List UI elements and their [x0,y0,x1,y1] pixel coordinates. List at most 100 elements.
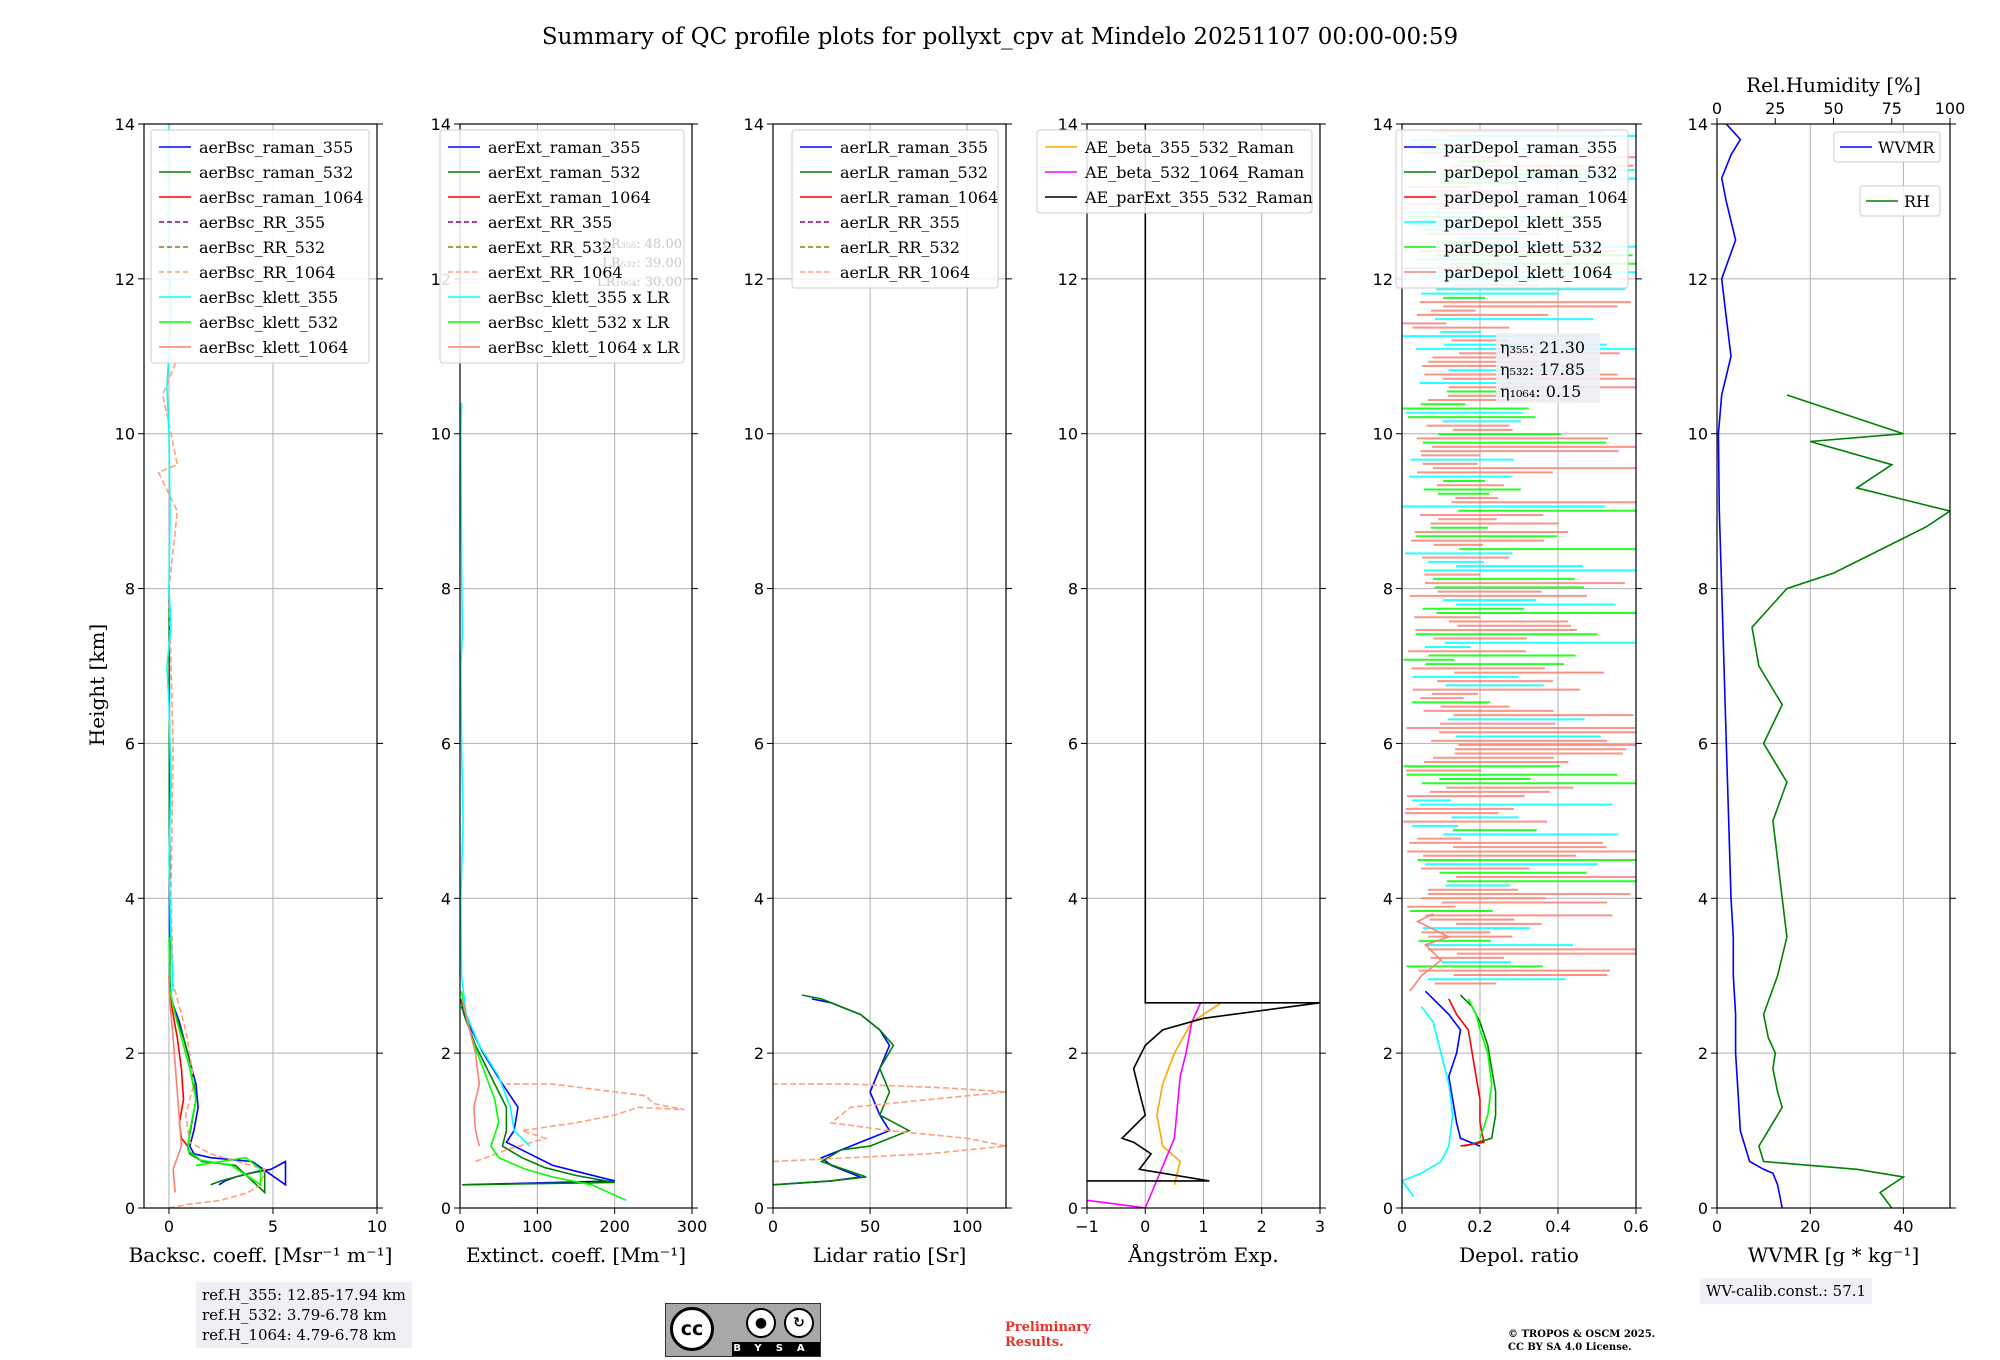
legend-label: aerLR_raman_532 [840,163,988,182]
series-extinction-5 [475,1083,685,1163]
panel-lidar-ratio: 0 2 4 6 8 10 12 14 0 50 100 Lidar ratio [Sr] aerLR_r… [744,115,1012,1267]
plot-frame [459,123,693,1209]
series-group [157,124,287,1208]
legend-frame [150,129,370,364]
legend-frame [1036,129,1313,214]
copyright-line-1: © TROPOS & OSCM 2025. [1508,1329,1656,1340]
series-depolarization-2 [1448,998,1485,1147]
series-group [773,994,1006,1186]
legend-frame [791,129,999,289]
ref-height-1064: ref.H_1064: 4.79-6.78 km [202,1326,397,1344]
y-tick-label: 2 [125,1044,135,1063]
legend-label: aerExt_raman_1064 [488,188,651,207]
legend-label: aerBsc_RR_355 [199,213,325,232]
eta-annotation: η₃₅₅: 21.30 [1500,338,1585,357]
figure-title: Summary of QC profile plots for pollyxt_… [542,24,1458,50]
y-tick-label: 14 [1688,115,1708,134]
legend-frame [1859,185,1941,217]
x-axis-label: Extinct. coeff. [Mm⁻¹] [466,1243,686,1267]
person-icon: ● [746,1308,776,1338]
series-angstrom-0 [1156,1002,1222,1185]
y-tick-label: 10 [1058,425,1078,444]
x-tick-label: 2 [1257,1217,1267,1236]
y-tick-label: 14 [1058,115,1078,134]
y-tick-label: 14 [744,115,764,134]
x-tick-label: 50 [860,1217,880,1236]
x-axis-label: Backsc. coeff. [Msr⁻¹ m⁻¹] [129,1243,393,1267]
legend: WVMR RH [1833,131,1941,217]
preliminary-line-1: Preliminary [1005,1320,1091,1335]
top-x-tick-label: 50 [1823,99,1843,118]
y-tick-label: 6 [125,734,135,753]
top-x-tick-label: 0 [1712,99,1722,118]
y-tick-label: 4 [1698,889,1708,908]
y-tick-label: 6 [1698,734,1708,753]
series-backscatter-7 [168,936,262,1187]
y-tick-label: 4 [1068,889,1078,908]
x-tick-label: 1 [1198,1217,1208,1236]
top-x-tick-label: 25 [1765,99,1785,118]
panel-backscatter: 0 2 4 6 8 10 12 14 0 5 10 Backsc. coeff. [Msr⁻¹ m⁻¹… [115,115,393,1267]
legend-frame [1833,131,1941,163]
legend-frame [1395,129,1629,289]
x-tick-label: 0.4 [1545,1217,1570,1236]
y-tick-label: 10 [115,425,135,444]
plot-frame [1401,123,1637,1209]
x-tick-label: 5 [268,1217,278,1236]
y-tick-label: 2 [1698,1044,1708,1063]
series-extinction-8 [461,998,481,1147]
y-tick-label: 8 [754,580,764,599]
y-tick-label: 0 [125,1199,135,1218]
legend-label: aerLR_raman_1064 [840,188,998,207]
legend: aerExt_raman_355 aerExt_raman_532 aerExt_r… [439,129,685,364]
ref-height-355: ref.H_355: 12.85-17.94 km [202,1286,406,1304]
legend-label: parDepol_raman_355 [1444,138,1617,157]
series-extinction-1 [460,998,615,1186]
y-tick-label: 0 [1383,1199,1393,1218]
series-depolarization-4 [1467,998,1493,1139]
x-tick-label: 0.6 [1623,1217,1648,1236]
legend-label: aerExt_raman_355 [488,138,641,157]
wv-calibration-box: WV-calib.const.: 57.1 [1700,1278,1873,1304]
wv-calibration-constant: WV-calib.const.: 57.1 [1706,1282,1867,1300]
y-tick-label: 2 [1068,1044,1078,1063]
legend-label: AE_beta_355_532_Raman [1084,138,1294,157]
legend: aerLR_raman_355 aerLR_raman_532 aerLR_rama… [791,129,999,289]
y-tick-label: 10 [1688,425,1708,444]
x-tick-label: 10 [367,1217,387,1236]
legend-label: parDepol_raman_532 [1444,163,1617,182]
plot-frame [1716,123,1951,1209]
x-tick-label: −1 [1075,1217,1099,1236]
plot-frame [143,123,378,1209]
y-tick-label: 6 [754,734,764,753]
series-angstrom-2 [1087,124,1320,1182]
series-lidar-ratio-1 [773,994,911,1186]
y-tick-label: 2 [1383,1044,1393,1063]
x-tick-label: 0.2 [1467,1217,1492,1236]
license-label: BYSA [732,1342,820,1356]
y-tick-label: 0 [1698,1199,1708,1218]
plot-frame [772,123,1007,1209]
y-tick-label: 12 [744,270,764,289]
series-group [1717,124,1950,1208]
series-water-vapor-1 [1751,394,1950,1208]
x-tick-label: 0 [1140,1217,1150,1236]
x-tick-label: 300 [677,1217,708,1236]
x-tick-label: 100 [522,1217,553,1236]
series-group [460,402,685,1202]
legend-label: aerExt_RR_532 [488,238,612,257]
legend-label: AE_parExt_355_532_Raman [1084,188,1313,207]
legend-label: aerBsc_klett_1064 [199,338,348,357]
x-tick-label: 0 [455,1217,465,1236]
series-lidar-ratio-5 [773,1083,1006,1163]
annotation-box [1496,333,1600,403]
legend-frame [439,129,685,364]
legend-label: aerBsc_raman_355 [199,138,353,157]
top-x-tick-label: 75 [1882,99,1902,118]
series-backscatter-8 [168,991,183,1193]
x-axis-label: Depol. ratio [1459,1243,1579,1267]
legend-label: aerExt_raman_532 [488,163,641,182]
